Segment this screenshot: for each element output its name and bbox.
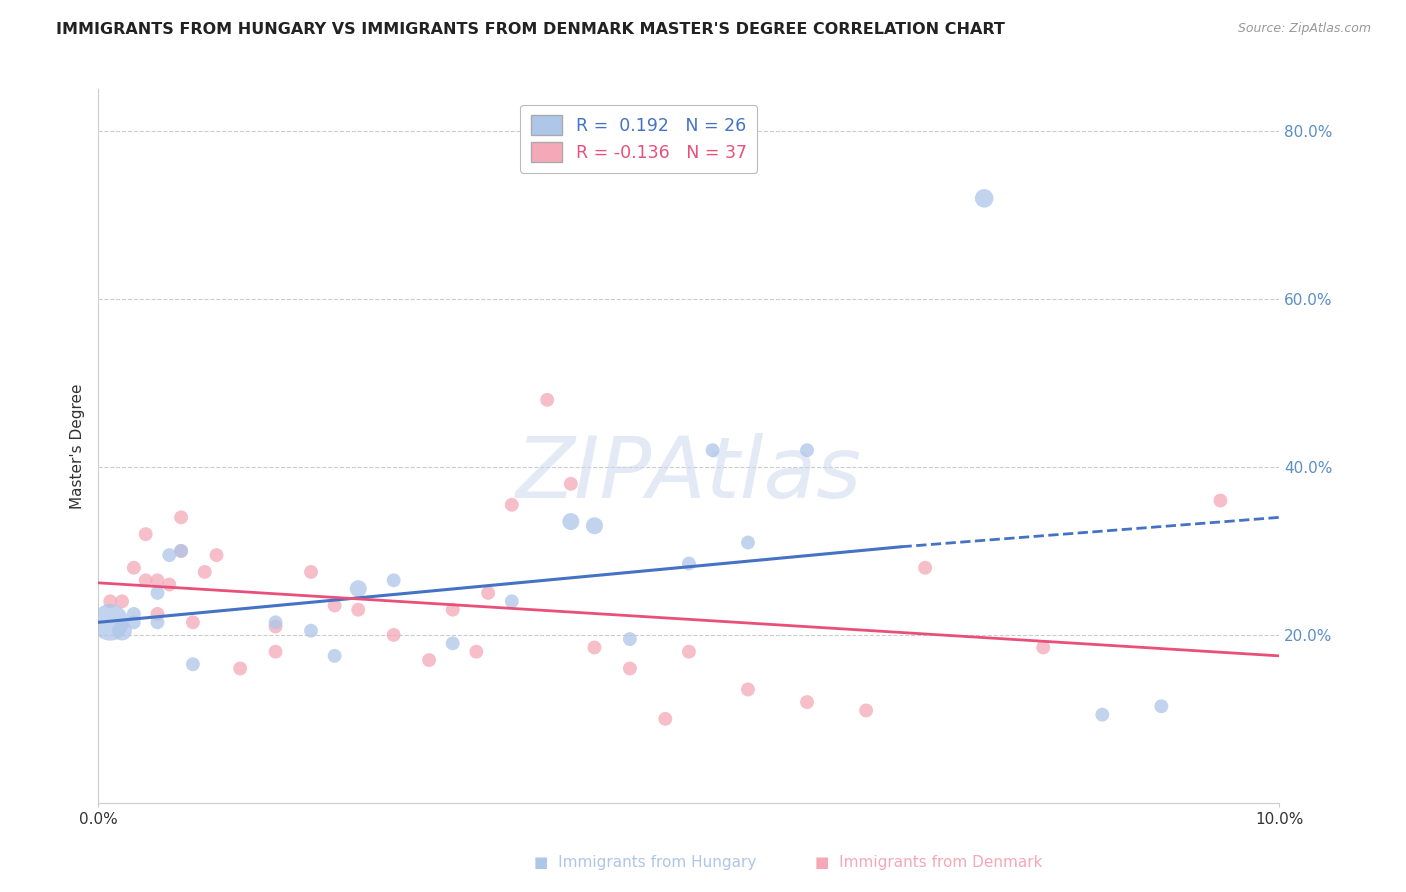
Point xyxy=(619,632,641,646)
Point xyxy=(264,645,287,659)
Point xyxy=(111,624,134,638)
Point xyxy=(157,548,180,562)
Point xyxy=(737,535,759,549)
Point xyxy=(1091,707,1114,722)
Point xyxy=(122,607,145,621)
Point xyxy=(1150,699,1173,714)
Y-axis label: Master's Degree: Master's Degree xyxy=(69,384,84,508)
Point xyxy=(146,586,169,600)
Point xyxy=(583,518,606,533)
Point xyxy=(501,498,523,512)
Point xyxy=(98,615,121,630)
Point xyxy=(973,191,995,205)
Text: IMMIGRANTS FROM HUNGARY VS IMMIGRANTS FROM DENMARK MASTER'S DEGREE CORRELATION C: IMMIGRANTS FROM HUNGARY VS IMMIGRANTS FR… xyxy=(56,22,1005,37)
Point xyxy=(501,594,523,608)
Point xyxy=(796,695,818,709)
Point xyxy=(146,574,169,588)
Text: ZIPAtlas: ZIPAtlas xyxy=(516,433,862,516)
Point xyxy=(170,510,193,524)
Point xyxy=(583,640,606,655)
Point xyxy=(205,548,228,562)
Point xyxy=(382,574,405,588)
Point xyxy=(418,653,440,667)
Legend: R =  0.192   N = 26, R = -0.136   N = 37: R = 0.192 N = 26, R = -0.136 N = 37 xyxy=(520,105,758,173)
Point xyxy=(796,443,818,458)
Point xyxy=(560,515,582,529)
Point xyxy=(465,645,488,659)
Point xyxy=(98,594,121,608)
Point xyxy=(122,560,145,574)
Point xyxy=(181,615,204,630)
Point xyxy=(135,527,157,541)
Point xyxy=(194,565,217,579)
Point xyxy=(264,619,287,633)
Point xyxy=(678,557,700,571)
Point xyxy=(382,628,405,642)
Point xyxy=(135,574,157,588)
Point xyxy=(441,636,464,650)
Point xyxy=(170,544,193,558)
Point xyxy=(914,560,936,574)
Point xyxy=(855,703,877,717)
Point xyxy=(181,657,204,672)
Point xyxy=(477,586,499,600)
Point xyxy=(347,603,370,617)
Text: ■  Immigrants from Hungary: ■ Immigrants from Hungary xyxy=(534,855,756,870)
Point xyxy=(702,443,724,458)
Point xyxy=(536,392,558,407)
Point xyxy=(157,577,180,591)
Point xyxy=(323,599,346,613)
Point xyxy=(441,603,464,617)
Point xyxy=(1209,493,1232,508)
Point xyxy=(737,682,759,697)
Point xyxy=(654,712,676,726)
Point xyxy=(299,565,322,579)
Point xyxy=(678,645,700,659)
Point xyxy=(347,582,370,596)
Point xyxy=(560,476,582,491)
Point xyxy=(619,661,641,675)
Point xyxy=(111,594,134,608)
Point xyxy=(146,607,169,621)
Text: ■  Immigrants from Denmark: ■ Immigrants from Denmark xyxy=(815,855,1043,870)
Point xyxy=(323,648,346,663)
Point xyxy=(264,615,287,630)
Point xyxy=(1032,640,1054,655)
Point xyxy=(122,615,145,630)
Point xyxy=(170,544,193,558)
Point xyxy=(299,624,322,638)
Point xyxy=(229,661,252,675)
Text: Source: ZipAtlas.com: Source: ZipAtlas.com xyxy=(1237,22,1371,36)
Point xyxy=(146,615,169,630)
